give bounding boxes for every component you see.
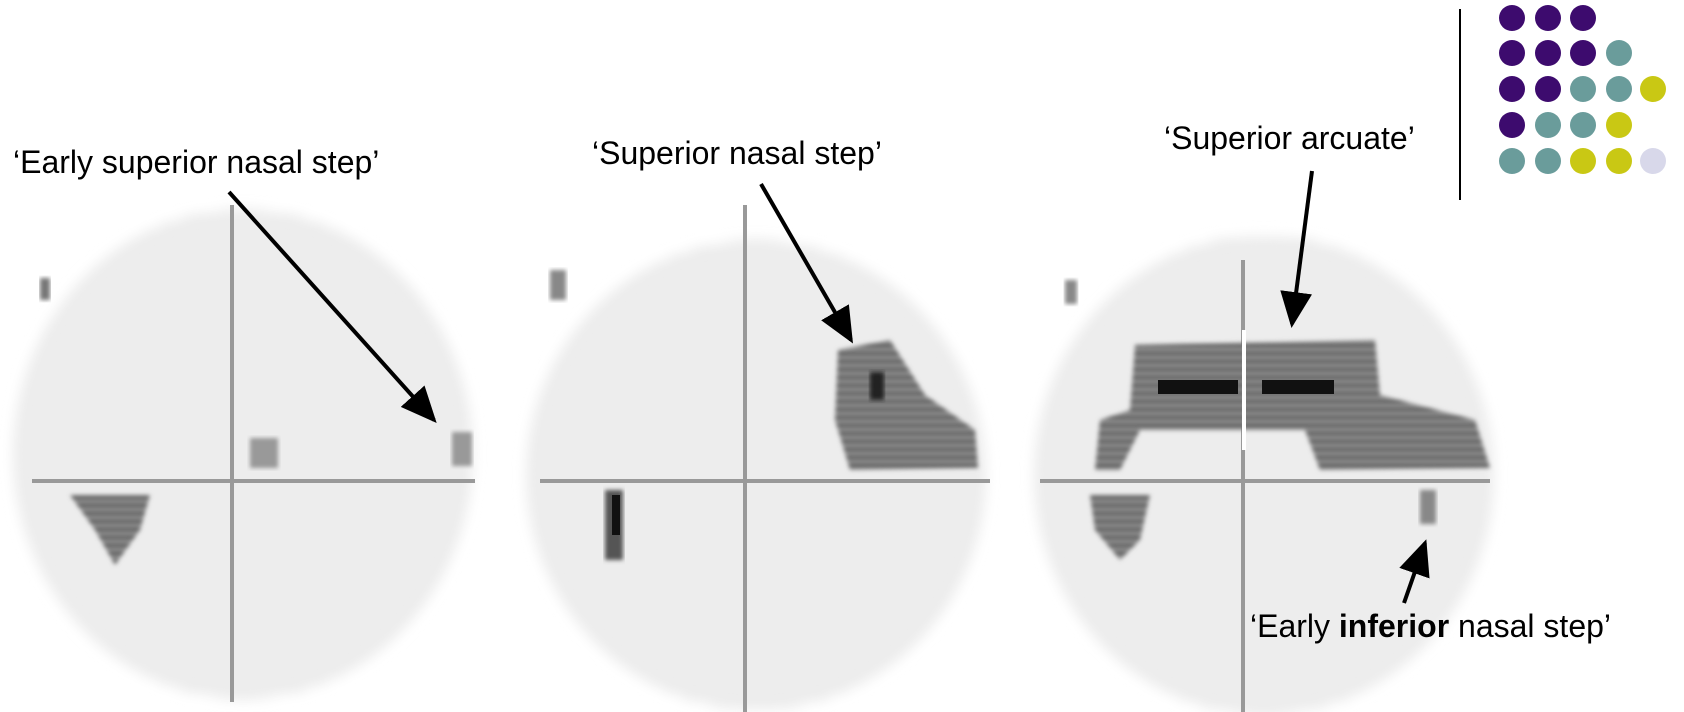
annotation: ‘Early superior nasal step’: [13, 144, 379, 180]
annotation-part: nasal step’: [1449, 608, 1611, 644]
annotation-bold: inferior: [1339, 608, 1449, 644]
visual-field-2: [526, 205, 990, 712]
logo-dots: [1499, 5, 1666, 174]
annotation: ‘Early inferior nasal step’: [1250, 608, 1611, 644]
page: ‘Early superior nasal step’ ‘Superior na…: [0, 0, 1684, 712]
annotation: ‘Superior arcuate’: [1164, 120, 1415, 156]
figure: ‘Early superior nasal step’ ‘Superior na…: [0, 0, 1684, 712]
annotation-part: ‘Early: [1250, 608, 1339, 644]
visual-field-1: [13, 205, 475, 702]
annotation: ‘Superior nasal step’: [592, 135, 882, 171]
